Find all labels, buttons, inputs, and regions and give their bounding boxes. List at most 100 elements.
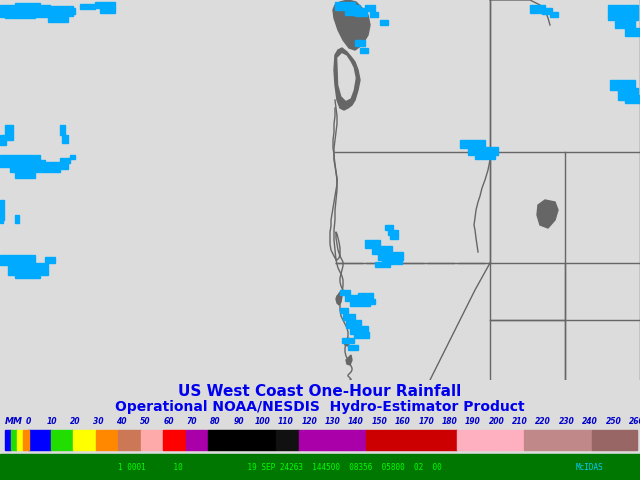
Bar (15, 170, 35, 178)
Bar (608, 5, 638, 20)
Bar (615, 18, 635, 28)
Text: 110: 110 (278, 418, 294, 427)
Bar (542, 8, 552, 14)
Bar (475, 153, 495, 159)
Bar (0, 255, 35, 265)
Bar (348, 345, 358, 350)
Bar (345, 5, 360, 15)
Text: 40: 40 (116, 418, 127, 427)
Bar (299, 430, 321, 450)
Bar (360, 48, 368, 53)
Text: 60: 60 (163, 418, 174, 427)
Bar (163, 430, 186, 450)
Bar (73, 430, 95, 450)
Bar (625, 95, 640, 103)
Text: 50: 50 (140, 418, 150, 427)
Text: 0: 0 (26, 418, 31, 427)
Bar (209, 430, 231, 450)
Bar (380, 20, 388, 25)
Bar (390, 235, 398, 239)
Bar (0, 200, 4, 220)
Bar (11, 430, 17, 450)
Bar (460, 140, 485, 148)
Bar (375, 262, 390, 267)
Bar (388, 230, 398, 235)
Bar (28, 430, 51, 450)
Bar (378, 252, 403, 260)
Text: 260: 260 (629, 418, 640, 427)
Bar (60, 125, 65, 135)
Polygon shape (537, 200, 558, 228)
Bar (350, 326, 368, 334)
Bar (389, 430, 412, 450)
Text: 80: 80 (210, 418, 221, 427)
Text: 190: 190 (465, 418, 481, 427)
Bar (23, 430, 29, 450)
Bar (8, 263, 48, 275)
Bar (38, 6, 73, 16)
Bar (434, 430, 456, 450)
Bar (614, 430, 637, 450)
Text: MM: MM (5, 418, 23, 427)
Bar (100, 8, 115, 13)
Text: 240: 240 (582, 418, 598, 427)
Bar (0, 135, 6, 145)
Bar (60, 158, 70, 163)
Bar (366, 430, 389, 450)
Bar (253, 430, 276, 450)
Bar (570, 430, 592, 450)
Text: 10: 10 (46, 418, 57, 427)
Bar (186, 430, 209, 450)
Bar (51, 430, 73, 450)
Bar (0, 5, 50, 17)
Bar (231, 430, 253, 450)
Bar (30, 160, 45, 168)
Bar (342, 338, 354, 343)
Bar (60, 8, 75, 14)
Bar (48, 14, 68, 22)
Bar (344, 430, 366, 450)
Text: Operational NOAA/NESDIS  Hydro-Estimator Product: Operational NOAA/NESDIS Hydro-Estimator … (115, 400, 525, 414)
Text: 210: 210 (512, 418, 528, 427)
Bar (385, 225, 393, 230)
Bar (62, 135, 68, 143)
Text: 170: 170 (419, 418, 434, 427)
Bar (547, 430, 570, 450)
Bar (5, 10, 35, 18)
Bar (370, 12, 378, 17)
Text: 230: 230 (559, 418, 575, 427)
Bar (0, 155, 40, 167)
Text: 180: 180 (442, 418, 458, 427)
Bar (15, 3, 40, 10)
Text: 70: 70 (187, 418, 197, 427)
Bar (95, 430, 118, 450)
Text: 220: 220 (536, 418, 551, 427)
Bar (70, 155, 75, 159)
Bar (95, 2, 115, 8)
Bar (524, 430, 547, 450)
Bar (276, 430, 299, 450)
Polygon shape (336, 292, 342, 305)
Bar (118, 430, 141, 450)
Bar (358, 293, 373, 299)
Text: GVAR: GVAR (5, 433, 33, 443)
Bar (382, 258, 402, 264)
Text: 150: 150 (371, 418, 387, 427)
Bar (550, 12, 558, 17)
Bar (45, 257, 55, 263)
Polygon shape (338, 54, 355, 100)
Polygon shape (346, 355, 352, 365)
Bar (412, 430, 434, 450)
Polygon shape (344, 338, 350, 346)
Bar (456, 430, 479, 450)
Bar (321, 430, 344, 450)
Bar (5, 430, 11, 450)
Bar (502, 430, 524, 450)
Text: 100: 100 (254, 418, 270, 427)
Bar (365, 5, 375, 11)
Bar (618, 88, 638, 100)
Bar (610, 80, 635, 90)
Bar (15, 215, 19, 223)
Bar (372, 246, 392, 254)
Bar (141, 430, 163, 450)
